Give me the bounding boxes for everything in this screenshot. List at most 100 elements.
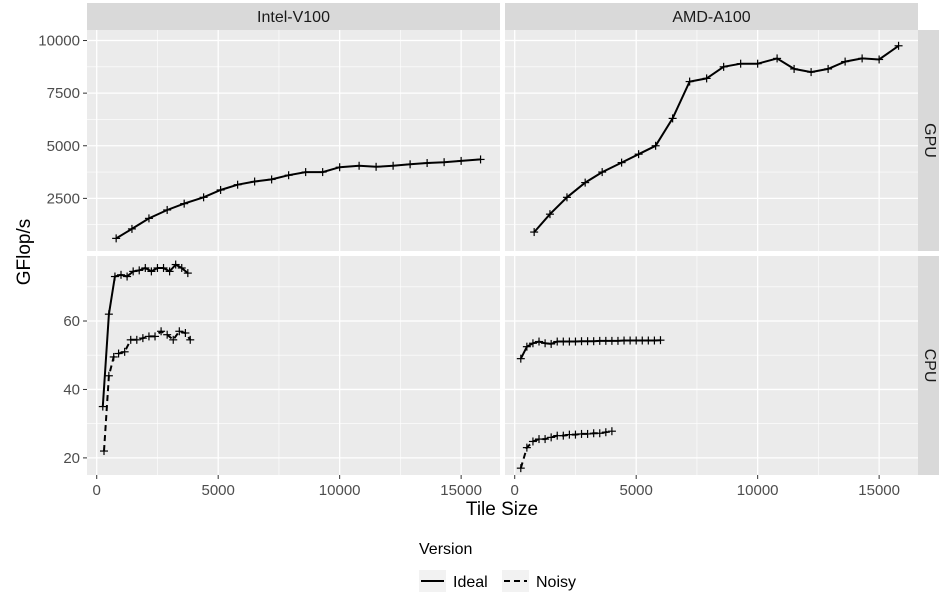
data-point-ideal xyxy=(651,141,660,150)
data-point-ideal xyxy=(233,180,242,189)
data-point-noisy xyxy=(132,335,141,344)
facet-strip-gpu xyxy=(918,30,939,251)
data-point-ideal xyxy=(656,336,665,345)
data-point-ideal xyxy=(719,62,728,71)
data-point-ideal xyxy=(668,114,677,123)
data-point-ideal xyxy=(528,339,537,348)
data-point-ideal xyxy=(516,354,525,363)
data-point-ideal xyxy=(702,74,711,83)
data-point-ideal xyxy=(335,163,344,172)
y-tick-label: 5000 xyxy=(47,138,80,155)
data-point-noisy xyxy=(595,429,604,438)
facet-label-cpu: CPU xyxy=(921,349,938,383)
data-point-ideal xyxy=(440,158,449,167)
data-point-ideal xyxy=(180,199,189,208)
data-point-ideal xyxy=(423,159,432,168)
data-point-ideal xyxy=(199,193,208,202)
data-point-ideal xyxy=(129,267,138,276)
data-point-ideal xyxy=(171,260,180,269)
series-line-noisy-intel-v100-cpu xyxy=(103,330,192,452)
series-line-ideal-intel-v100-gpu xyxy=(115,158,481,240)
data-point-noisy xyxy=(522,443,531,452)
data-point-ideal xyxy=(562,193,571,202)
data-point-noisy xyxy=(100,447,109,456)
data-point-ideal xyxy=(177,263,186,272)
data-point-ideal xyxy=(541,339,550,348)
data-point-ideal xyxy=(457,156,466,165)
data-point-ideal xyxy=(406,160,415,169)
data-point-ideal xyxy=(824,64,833,73)
data-point-ideal xyxy=(104,310,113,319)
data-point-ideal xyxy=(858,54,867,63)
data-point-ideal xyxy=(547,339,556,348)
data-point-ideal xyxy=(598,168,607,177)
panel-layer xyxy=(87,30,918,475)
data-point-ideal xyxy=(773,54,782,63)
data-point-noisy xyxy=(114,349,123,358)
facet-strip-intel-v100 xyxy=(87,3,500,30)
data-point-ideal xyxy=(163,205,172,214)
facet-label-amd-a100: AMD-A100 xyxy=(672,9,750,26)
y-tick-label: 60 xyxy=(63,313,80,330)
data-point-ideal xyxy=(841,57,850,66)
data-point-noisy xyxy=(583,429,592,438)
data-point-ideal xyxy=(685,77,694,86)
data-point-ideal xyxy=(736,59,745,68)
data-point-ideal xyxy=(581,178,590,187)
x-tick-label: 10000 xyxy=(737,482,779,499)
data-point-ideal xyxy=(545,210,554,219)
data-point-ideal xyxy=(284,171,293,180)
data-point-ideal xyxy=(530,228,539,237)
data-point-ideal xyxy=(165,267,174,276)
data-point-ideal xyxy=(355,161,364,170)
legend-label-ideal: Ideal xyxy=(453,574,488,591)
panel-bg-intel-v100-cpu xyxy=(87,256,500,475)
data-point-noisy xyxy=(516,464,525,473)
x-tick-label: 5000 xyxy=(620,482,653,499)
data-point-noisy xyxy=(607,427,616,436)
data-point-noisy xyxy=(151,332,160,341)
data-point-noisy xyxy=(571,430,580,439)
data-point-ideal xyxy=(110,272,119,281)
facet-label-gpu: GPU xyxy=(921,123,938,158)
data-point-ideal xyxy=(522,342,531,351)
legend: Version Ideal Noisy xyxy=(419,541,576,592)
data-point-ideal xyxy=(112,234,121,243)
data-point-ideal xyxy=(301,168,310,177)
data-point-ideal xyxy=(267,175,276,184)
x-tick-label: 15000 xyxy=(858,482,900,499)
data-point-ideal xyxy=(790,64,799,73)
data-point-ideal xyxy=(318,168,327,177)
data-point-ideal xyxy=(144,214,153,223)
data-point-noisy xyxy=(104,371,113,380)
data-point-ideal xyxy=(216,185,225,194)
data-point-noisy xyxy=(163,330,172,339)
data-point-ideal xyxy=(98,402,107,411)
x-axis-title: Tile Size xyxy=(466,499,538,520)
data-point-ideal xyxy=(372,162,381,171)
data-point-noisy xyxy=(528,437,537,446)
x-tick-label: 10000 xyxy=(319,482,361,499)
facet-strip-amd-a100 xyxy=(505,3,918,30)
data-point-ideal xyxy=(807,68,816,77)
data-point-ideal xyxy=(159,263,168,272)
data-point-ideal xyxy=(135,266,144,275)
data-point-noisy xyxy=(169,335,178,344)
data-point-ideal xyxy=(753,59,762,68)
data-point-noisy xyxy=(120,347,129,356)
series-line-ideal-amd-a100-gpu xyxy=(533,44,900,233)
data-point-ideal xyxy=(894,41,903,50)
data-point-ideal xyxy=(476,155,485,164)
data-point-ideal xyxy=(535,337,544,346)
x-tick-label: 0 xyxy=(511,482,519,499)
y-tick-label: 2500 xyxy=(47,190,80,207)
panel-bg-amd-a100-gpu xyxy=(505,30,918,251)
y-tick-label: 40 xyxy=(63,381,80,398)
y-axis-title: GFlop/s xyxy=(14,219,35,286)
data-point-ideal xyxy=(617,158,626,167)
data-point-noisy xyxy=(175,327,184,336)
data-point-noisy xyxy=(547,433,556,442)
x-tick-label: 5000 xyxy=(202,482,235,499)
data-point-ideal xyxy=(389,161,398,170)
